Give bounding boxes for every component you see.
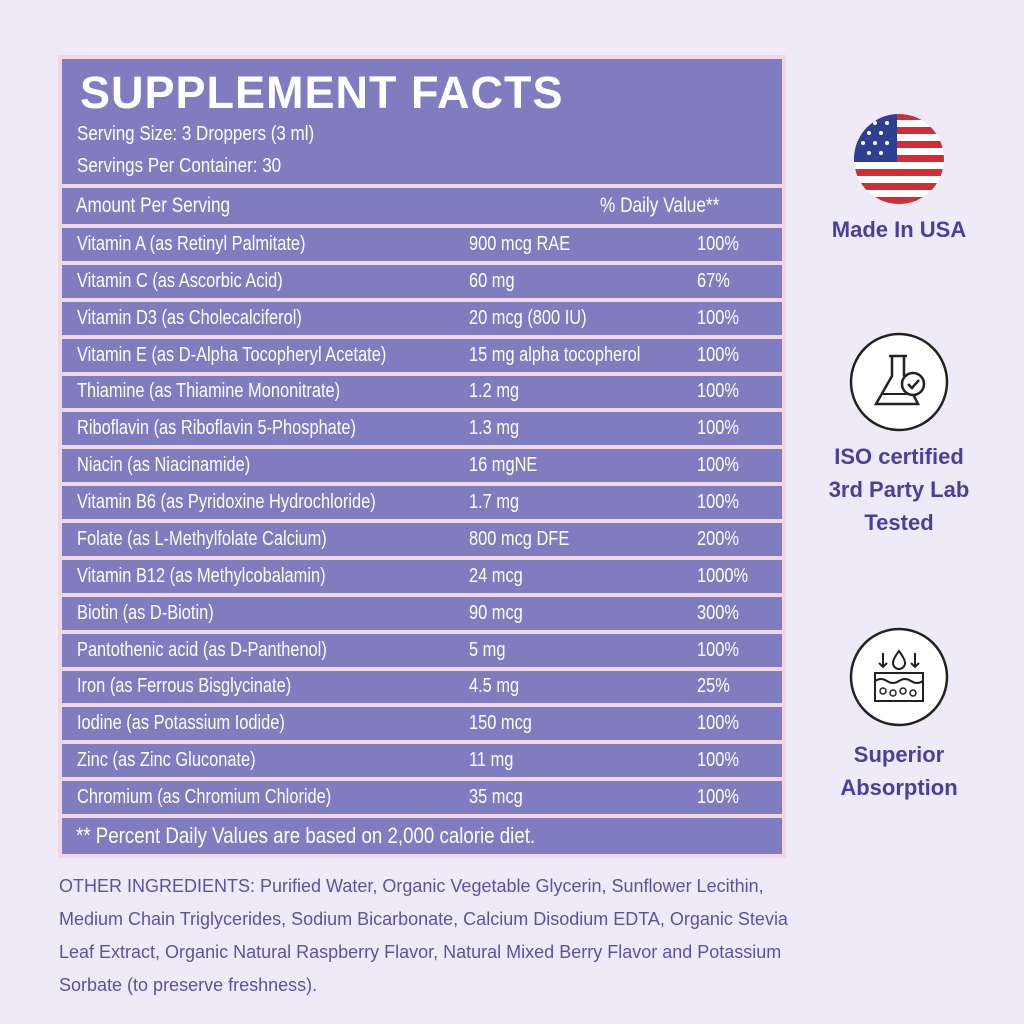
badge-label: Made In USA bbox=[800, 213, 998, 246]
nutrient-name: Vitamin B12 (as Methylcobalamin) bbox=[77, 564, 326, 587]
nutrient-amount: 5 mg bbox=[469, 638, 506, 661]
table-row: Iron (as Ferrous Bisglycinate) 4.5 mg 25% bbox=[62, 670, 782, 704]
lab-icon bbox=[849, 332, 949, 432]
nutrient-amount: 60 mg bbox=[469, 269, 515, 292]
absorption-icon bbox=[849, 627, 949, 727]
table-row: Vitamin C (as Ascorbic Acid) 60 mg 67% bbox=[62, 264, 782, 298]
nutrient-name: Vitamin B6 (as Pyridoxine Hydrochloride) bbox=[77, 491, 376, 514]
servings-per-container: Servings Per Container: 30 bbox=[77, 155, 282, 177]
nutrient-amount: 16 mgNE bbox=[469, 454, 538, 477]
nutrient-amount: 24 mcg bbox=[469, 564, 523, 587]
nutrient-name: Iodine (as Potassium Iodide) bbox=[77, 712, 285, 735]
nutrient-daily-value: 100% bbox=[697, 306, 739, 329]
badge-label: Superior Absorption bbox=[800, 738, 998, 804]
usa-flag-icon bbox=[854, 114, 944, 204]
footnote-text: ** Percent Daily Values are based on 2,0… bbox=[76, 823, 536, 848]
nutrient-name: Chromium (as Chromium Chloride) bbox=[77, 786, 332, 809]
badge-label: ISO certified 3rd Party Lab Tested bbox=[800, 440, 998, 539]
table-row: Vitamin E (as D-Alpha Tocopheryl Acetate… bbox=[62, 338, 782, 372]
nutrient-amount: 800 mcg DFE bbox=[469, 527, 570, 550]
nutrient-name: Folate (as L-Methylfolate Calcium) bbox=[77, 527, 327, 550]
nutrient-daily-value: 100% bbox=[697, 380, 739, 403]
nutrient-name: Pantothenic acid (as D-Panthenol) bbox=[77, 638, 327, 661]
table-header: Amount Per Serving % Daily Value** bbox=[62, 188, 782, 224]
nutrient-daily-value: 100% bbox=[697, 454, 739, 477]
badge-line: 3rd Party Lab bbox=[828, 477, 970, 502]
table-row: Vitamin B12 (as Methylcobalamin) 24 mcg 10… bbox=[62, 559, 782, 593]
nutrient-amount: 15 mg alpha tocopherol bbox=[469, 343, 641, 366]
nutrient-amount: 90 mcg bbox=[469, 601, 523, 624]
nutrient-daily-value: 1000% bbox=[697, 564, 749, 587]
nutrient-name: Vitamin A (as Retinyl Palmitate) bbox=[77, 232, 306, 255]
badge-line: Made In USA bbox=[831, 217, 967, 242]
table-row: Vitamin A (as Retinyl Palmitate) 900 mcg … bbox=[62, 228, 782, 261]
header-amount: Amount Per Serving bbox=[76, 194, 231, 217]
nutrient-name: Riboflavin (as Riboflavin 5-Phosphate) bbox=[77, 417, 356, 440]
table-row: Zinc (as Zinc Gluconate) 11 mg 100% bbox=[62, 744, 782, 778]
nutrient-daily-value: 300% bbox=[697, 601, 739, 624]
nutrient-name: Vitamin C (as Ascorbic Acid) bbox=[77, 269, 283, 292]
table-row: Niacin (as Niacinamide) 16 mgNE 100% bbox=[62, 449, 782, 483]
nutrient-daily-value: 100% bbox=[697, 638, 739, 661]
nutrient-daily-value: 100% bbox=[697, 749, 739, 772]
nutrient-daily-value: 100% bbox=[697, 232, 739, 255]
badge-line: ISO certified bbox=[834, 444, 964, 469]
nutrient-name: Thiamine (as Thiamine Mononitrate) bbox=[77, 380, 341, 403]
serving-size: Serving Size: 3 Droppers (3 ml) bbox=[77, 123, 315, 145]
badge-line: Superior bbox=[853, 742, 945, 767]
nutrient-daily-value: 100% bbox=[697, 417, 739, 440]
table-row: Pantothenic acid (as D-Panthenol) 5 mg 100… bbox=[62, 633, 782, 667]
other-ingredients: OTHER INGREDIENTS: Purified Water, Organ… bbox=[59, 876, 788, 995]
nutrient-daily-value: 200% bbox=[697, 527, 739, 550]
nutrient-name: Niacin (as Niacinamide) bbox=[77, 454, 251, 477]
table-row: Biotin (as D-Biotin) 90 mcg 300% bbox=[62, 596, 782, 630]
nutrient-daily-value: 100% bbox=[697, 786, 739, 809]
table-row: Riboflavin (as Riboflavin 5-Phosphate) 1.… bbox=[62, 412, 782, 446]
nutrient-amount: 1.7 mg bbox=[469, 491, 520, 514]
table-row: Vitamin D3 (as Cholecalciferol) 20 mcg (8… bbox=[62, 301, 782, 335]
nutrient-name: Vitamin D3 (as Cholecalciferol) bbox=[77, 306, 302, 329]
nutrient-amount: 20 mcg (800 IU) bbox=[469, 306, 587, 329]
nutrient-daily-value: 25% bbox=[697, 675, 730, 698]
nutrient-daily-value: 100% bbox=[697, 491, 739, 514]
nutrient-daily-value: 67% bbox=[697, 269, 730, 292]
nutrient-amount: 900 mcg RAE bbox=[469, 232, 571, 255]
nutrient-amount: 4.5 mg bbox=[469, 675, 520, 698]
panel-top: SUPPLEMENT FACTS Serving Size: 3 Dropper… bbox=[62, 59, 782, 184]
nutrient-name: Zinc (as Zinc Gluconate) bbox=[77, 749, 256, 772]
nutrient-name: Biotin (as D-Biotin) bbox=[77, 601, 214, 624]
nutrient-name: Iron (as Ferrous Bisglycinate) bbox=[77, 675, 292, 698]
table-row: Thiamine (as Thiamine Mononitrate) 1.2 mg… bbox=[62, 375, 782, 409]
nutrient-amount: 11 mg bbox=[469, 749, 514, 772]
nutrient-amount: 35 mcg bbox=[469, 786, 523, 809]
panel-title: SUPPLEMENT FACTS bbox=[80, 67, 564, 118]
badge-line: Tested bbox=[864, 510, 934, 535]
table-row: Chromium (as Chromium Chloride) 35 mcg 100… bbox=[62, 781, 782, 814]
badge-line: Absorption bbox=[840, 775, 958, 800]
footnote: ** Percent Daily Values are based on 2,0… bbox=[62, 818, 782, 854]
nutrient-daily-value: 100% bbox=[697, 712, 739, 735]
nutrient-amount: 1.2 mg bbox=[469, 380, 520, 403]
nutrient-amount: 150 mcg bbox=[469, 712, 532, 735]
nutrient-name: Vitamin E (as D-Alpha Tocopheryl Acetate… bbox=[77, 343, 387, 366]
nutrient-daily-value: 100% bbox=[697, 343, 739, 366]
table-row: Iodine (as Potassium Iodide) 150 mcg 100% bbox=[62, 707, 782, 741]
supplement-facts-panel: SUPPLEMENT FACTS Serving Size: 3 Dropper… bbox=[58, 55, 786, 858]
header-daily-value: % Daily Value** bbox=[600, 194, 720, 217]
nutrient-amount: 1.3 mg bbox=[469, 417, 520, 440]
table-row: Vitamin B6 (as Pyridoxine Hydrochloride)… bbox=[62, 486, 782, 519]
table-row: Folate (as L-Methylfolate Calcium) 800 mc… bbox=[62, 523, 782, 556]
